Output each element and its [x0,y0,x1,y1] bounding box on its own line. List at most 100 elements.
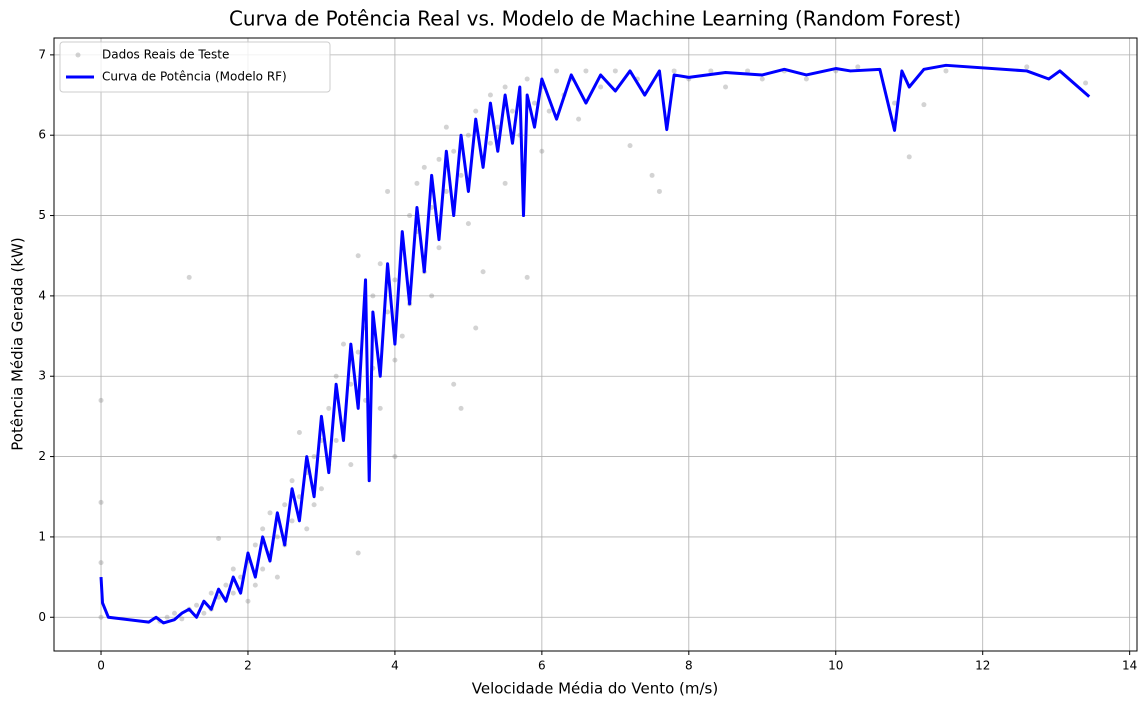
y-tick-label: 2 [38,449,46,463]
scatter-point [583,68,589,74]
scatter-point [260,526,266,532]
scatter-point [98,560,104,566]
scatter-point [443,124,449,130]
scatter-point [649,172,655,178]
scatter-point [458,172,464,178]
y-tick-label: 1 [38,529,46,543]
scatter-point [1083,80,1089,86]
scatter-point [223,582,229,588]
scatter-point [377,261,383,267]
chart-title: Curva de Potência Real vs. Modelo de Mac… [229,7,961,31]
scatter-point [708,68,714,74]
scatter-point [348,381,354,387]
x-tick-label: 6 [538,659,546,673]
scatter-point [598,84,604,90]
scatter-point [274,574,280,580]
scatter-point [377,405,383,411]
scatter-point [487,140,493,146]
scatter-point [274,534,280,540]
scatter-point [318,486,324,492]
scatter-point [487,92,493,98]
scatter-point [473,108,479,114]
scatter-point [671,68,677,74]
scatter-point [451,148,457,154]
scatter-point [451,381,457,387]
scatter-point [216,536,222,542]
scatter-point [524,274,530,280]
scatter-point [98,499,104,505]
scatter-point [311,502,317,508]
scatter-point [333,373,339,379]
scatter-point [282,502,288,508]
x-tick-label: 0 [97,659,105,673]
scatter-point [333,438,339,444]
scatter-point [759,76,765,82]
x-axis-label: Velocidade Média do Vento (m/s) [472,680,718,698]
scatter-point [473,325,479,331]
scatter-point [421,164,427,170]
legend-box [59,41,331,93]
scatter-point [539,148,545,154]
x-tick-label: 4 [391,659,399,673]
scatter-point [921,102,927,108]
scatter-point [480,269,486,275]
scatter-point [524,76,530,82]
scatter-point [414,180,420,186]
axes-frame [53,37,1138,652]
scatter-point [502,84,508,90]
scatter-point [311,454,317,460]
scatter-point [532,100,538,106]
scatter-point [304,526,310,532]
scatter-point [348,462,354,468]
y-tick-label: 3 [38,369,46,383]
scatter-point [230,566,236,572]
scatter-point [502,180,508,186]
scatter-point [370,293,376,299]
scatter-point [355,349,361,355]
scatter-point [355,253,361,259]
scatter-point [407,213,413,219]
scatter-point [509,108,515,114]
y-tick-label: 7 [38,47,46,61]
x-tick-label: 10 [828,659,843,673]
scatter-point [385,309,391,315]
scatter-point [326,405,332,411]
y-axis-label: Potência Média Gerada (kW) [9,237,27,450]
scatter-point [98,614,104,620]
legend-label: Dados Reais de Teste [102,48,229,62]
scatter-point [201,610,207,616]
scatter-point [245,598,251,604]
scatter-point [803,76,809,82]
scatter-point [194,602,200,608]
scatter-point [906,154,912,160]
legend-marker [75,52,81,58]
scatter-point [546,108,552,114]
scatter-point [443,188,449,194]
scatter-point [260,566,266,572]
scatter-point [289,478,295,484]
x-tick-label: 8 [685,659,693,673]
y-tick-label: 5 [38,208,46,222]
scatter-point [554,68,560,74]
scatter-point [465,221,471,227]
scatter-point [943,68,949,74]
scatter-point [436,245,442,251]
scatter-point [745,68,751,74]
scatter-point [458,405,464,411]
scatter-point [892,100,898,106]
scatter-point [1024,64,1030,70]
scatter-point [340,341,346,347]
y-tick-label: 0 [38,610,46,624]
scatter-point [465,132,471,138]
legend-label: Curva de Potência (Modelo RF) [102,70,287,84]
scatter-point [164,614,170,620]
scatter-point [385,188,391,194]
scatter-point [355,550,361,556]
legend: Dados Reais de Teste Curva de Potência (M… [59,41,331,93]
x-tick-label: 2 [244,659,252,673]
scatter-point [392,277,398,283]
scatter-point [855,64,861,70]
scatter-point [267,510,273,516]
y-tick-label: 6 [38,128,46,142]
